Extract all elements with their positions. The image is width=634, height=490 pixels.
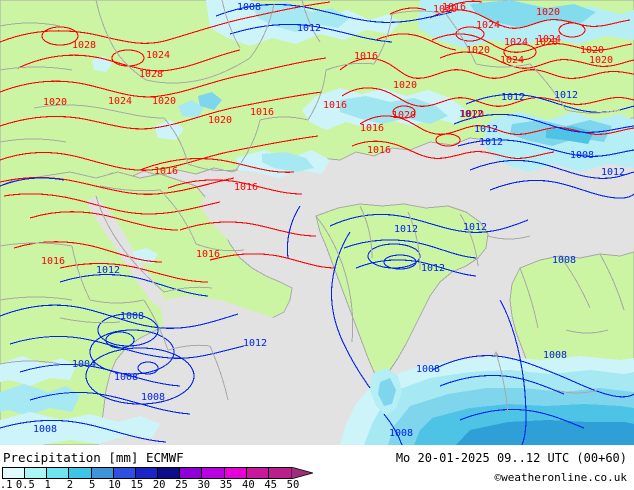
colorbar-tick: 0.1 — [0, 479, 13, 490]
isobar-label: 1020 — [152, 96, 176, 107]
isobar-label: 1008 — [552, 255, 576, 266]
isobar-label: 1020 — [393, 80, 417, 91]
isobar-label: 1020 — [433, 4, 457, 15]
isobar-label: 1012 — [297, 23, 321, 34]
isobar-label: 1020 — [589, 55, 613, 66]
isobar-label: 1008 — [543, 350, 567, 361]
colorbar-segment — [158, 468, 181, 478]
isobar-label: 1012 — [96, 265, 120, 276]
isobar-label: 1008 — [237, 2, 261, 13]
colorbar-tick: 20 — [152, 479, 166, 490]
isobar-label: 1012 — [601, 167, 625, 178]
colorbar-segment — [268, 468, 292, 478]
isobar-label: 1008 — [416, 364, 440, 375]
isobar-label: 1008 — [240, 444, 264, 445]
isobar-label: 1016 — [354, 51, 378, 62]
isobar-label: 1028 — [72, 40, 96, 51]
colorbar-tick: 0.5 — [15, 479, 35, 490]
colorbar-tick: 2 — [66, 479, 74, 490]
isobar-label: 1024 — [500, 55, 524, 66]
colorbar-tick: 25 — [175, 479, 188, 490]
isobar-label: 1012 — [474, 124, 498, 135]
isobar-label: 1016 — [154, 166, 178, 177]
copyright-notice: ©weatheronline.co.uk — [494, 471, 627, 484]
isobar-label: 1020 — [392, 110, 416, 121]
colorbar-tick: 5 — [89, 479, 96, 490]
isobar-label: 1008 — [120, 311, 144, 322]
isobar-label: 1024 — [537, 34, 561, 45]
colorbar-tick: 15 — [130, 479, 144, 490]
colorbar-tick: 40 — [242, 479, 255, 490]
isobar-label: 1016 — [41, 256, 65, 267]
isobar-label: 1024 — [476, 20, 500, 31]
isobar-label: 1020 — [460, 109, 484, 120]
isobar-label: 1012 — [554, 90, 578, 101]
isobar-label: 1008 — [33, 424, 57, 435]
isobar-label: 1020 — [536, 7, 560, 18]
isobar-label: 1020 — [208, 115, 232, 126]
isobar-label: 1012 — [421, 263, 445, 274]
colorbar-segment — [3, 468, 26, 478]
isobar-label: 1012 — [243, 338, 267, 349]
isobar-label: 1016 — [196, 249, 220, 260]
isobar-label: 1008 — [389, 428, 413, 439]
isobar-label: 1020 — [534, 37, 558, 48]
isobar-label: 1008 — [570, 150, 594, 161]
isobar-label: 1024 — [504, 37, 528, 48]
colorbar-tick: 50 — [286, 479, 300, 490]
colorbar-tick: 30 — [197, 479, 211, 490]
isobar-label: 1016 — [360, 123, 384, 134]
isobar-layer-blue — [0, 3, 634, 445]
isobar-label: 1012 — [479, 137, 503, 148]
isobar-label: 1012 — [459, 109, 483, 120]
isobar-label: 1008 — [141, 392, 165, 403]
precipitation-map[interactable]: 1028 1024 1028 1020 1024 1020 1020 1008 1012 1016… — [0, 0, 634, 445]
isobar-label: 1024 — [146, 50, 170, 61]
colorbar-tick: 1 — [44, 479, 51, 490]
colorbar-tick: 35 — [219, 479, 233, 490]
isobar-label: 1004 — [72, 359, 96, 370]
border-layer — [0, 0, 625, 413]
colorbar-segment — [246, 468, 269, 478]
forecast-datetime: Mo 20-01-2025 09..12 UTC (00+60) — [395, 451, 627, 465]
map-footer: Precipitation [mm] ECMWF Mo 20-01-2025 0… — [0, 445, 634, 490]
colorbar-segment — [25, 468, 48, 478]
colorbar-segment — [69, 468, 92, 478]
colorbar-segment — [180, 468, 203, 478]
isobar-label: 1020 — [466, 45, 490, 56]
isobar-label: 1016 — [442, 2, 466, 13]
isobar-label: 1016 — [367, 145, 391, 156]
colorbar-segment — [47, 468, 70, 478]
page-title: Precipitation [mm] ECMWF — [3, 450, 184, 465]
isobar-label: 1020 — [580, 45, 604, 56]
colorbar-segment — [224, 468, 247, 478]
isobar-label: 1028 — [139, 69, 163, 80]
isobar-label: 1012 — [394, 224, 418, 235]
colorbar-segment — [113, 468, 136, 478]
colorbar-tick: 10 — [108, 479, 121, 490]
colorbar-segment — [91, 468, 114, 478]
isobar-label: 1008 — [114, 372, 138, 383]
isobar-label: 1016 — [250, 107, 274, 118]
isobar-label: 1016 — [234, 182, 258, 193]
isobar-label: 1016 — [323, 100, 347, 111]
isobar-label: 1020 — [43, 97, 67, 108]
colorbar-tick: 45 — [264, 479, 278, 490]
isobar-label: 1012 — [501, 92, 525, 103]
isobar-label: 1024 — [108, 96, 132, 107]
colorbar-overflow-arrow — [291, 467, 313, 479]
isobar-label: 1012 — [463, 222, 487, 233]
colorbar-segment — [135, 468, 159, 478]
colorbar-gradient — [2, 467, 292, 479]
colorbar-segment — [202, 468, 225, 478]
